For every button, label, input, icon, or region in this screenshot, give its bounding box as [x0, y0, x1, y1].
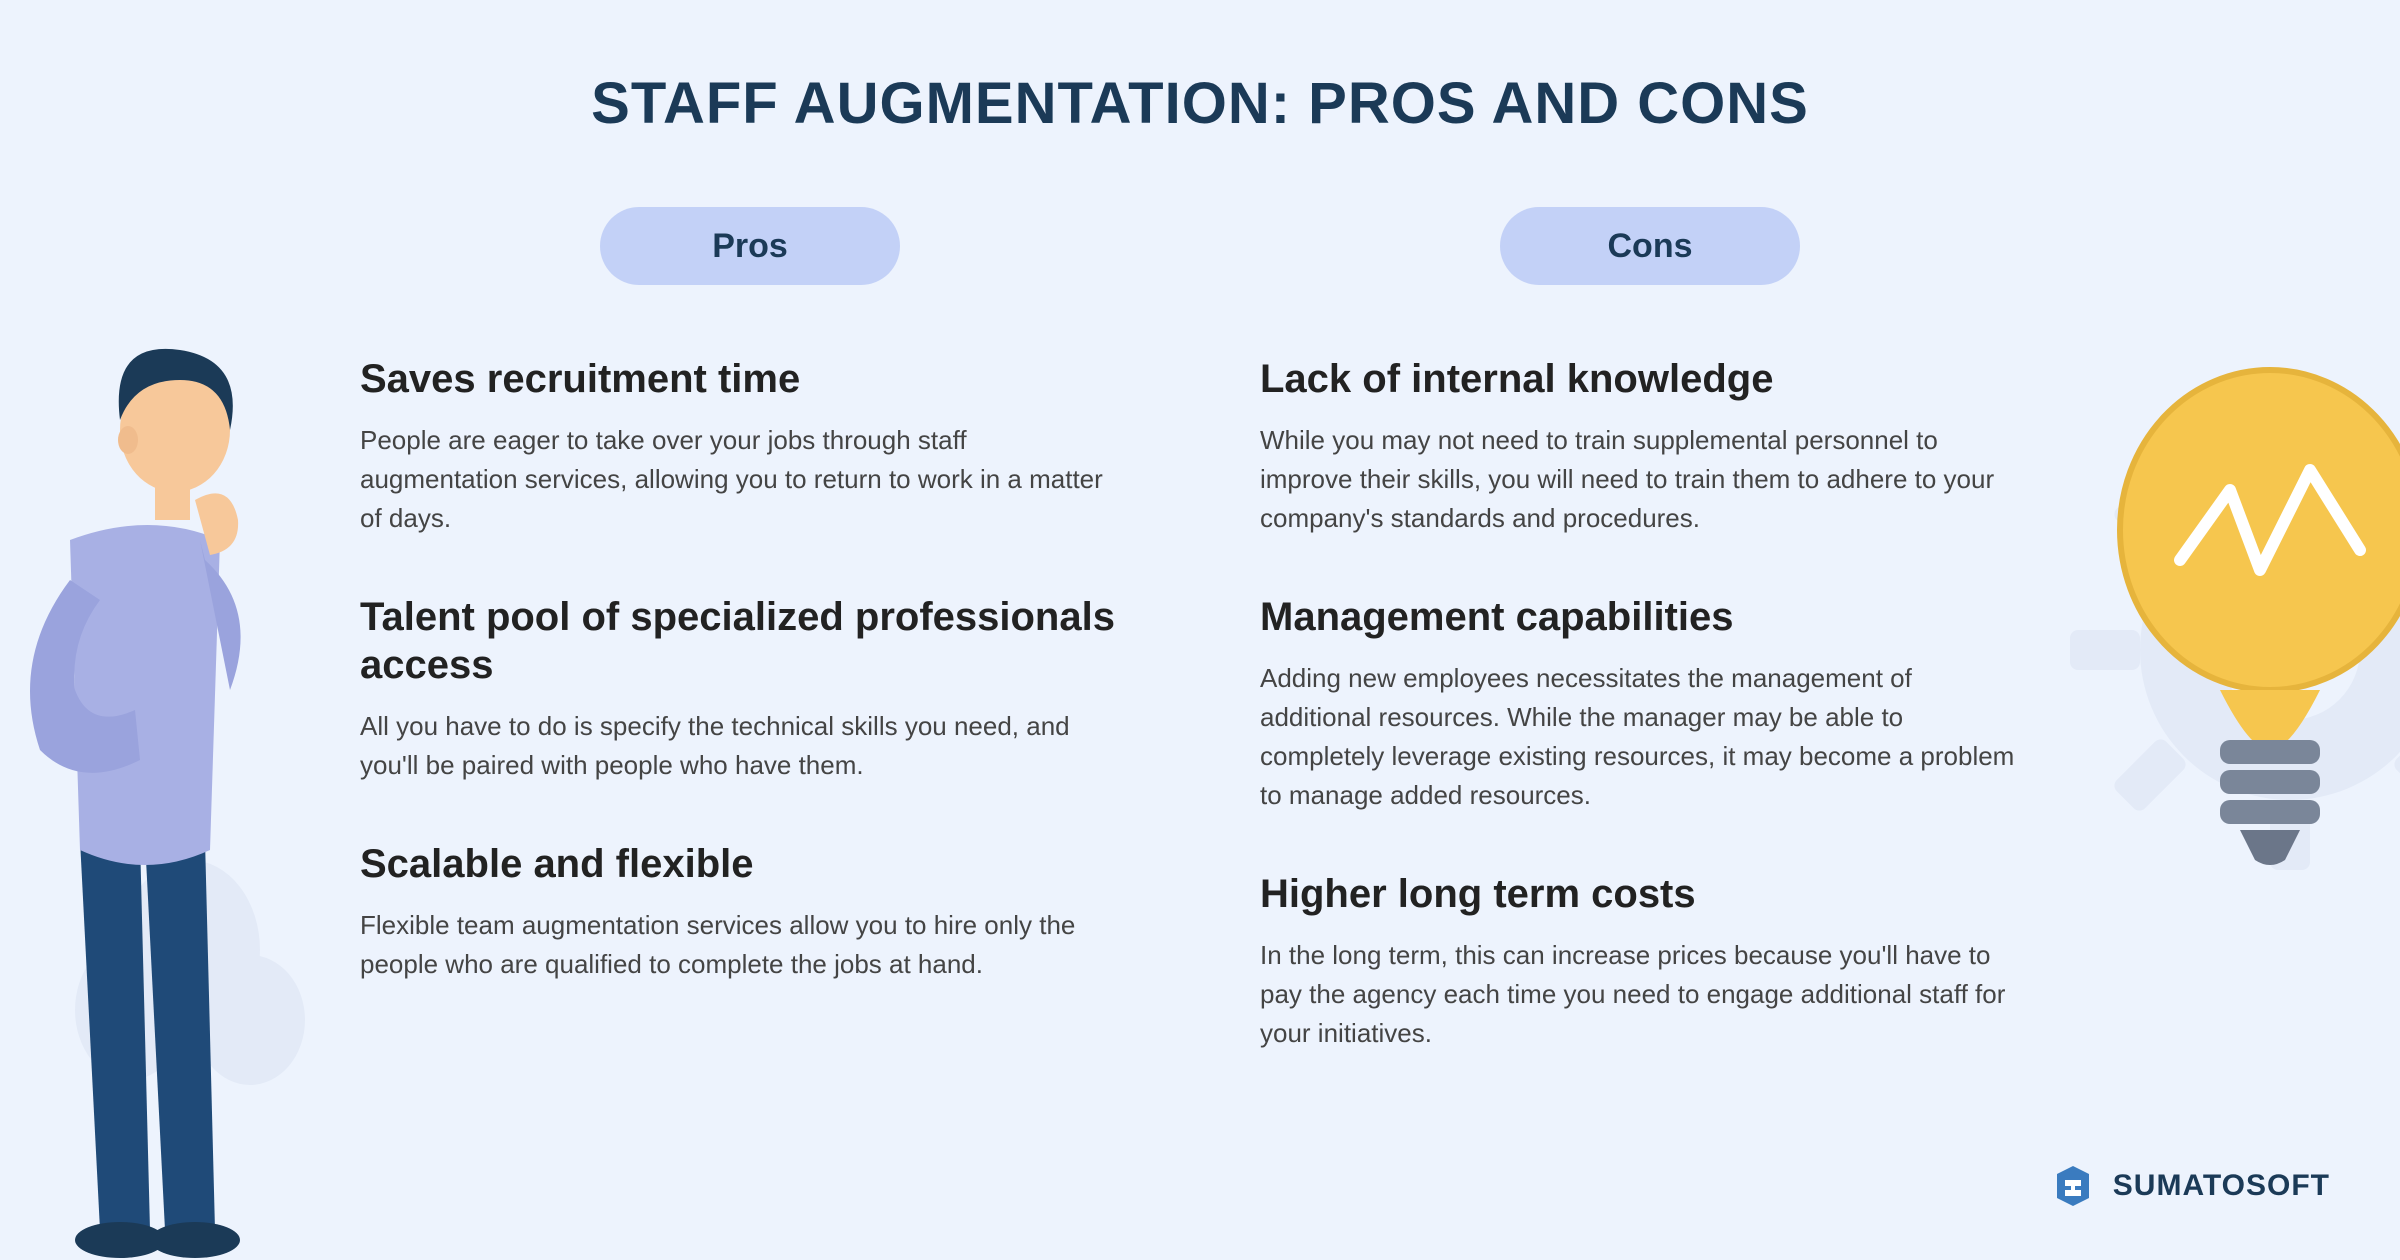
- cons-column: Cons Lack of internal knowledge While yo…: [1260, 207, 2040, 1108]
- pros-pill: Pros: [600, 207, 900, 285]
- cons-pill: Cons: [1500, 207, 1800, 285]
- cons-item-title: Higher long term costs: [1260, 870, 2040, 918]
- pros-item-title: Saves recruitment time: [360, 355, 1140, 403]
- brand-logo-icon: [2049, 1162, 2097, 1210]
- cons-item-title: Lack of internal knowledge: [1260, 355, 2040, 403]
- cons-item-body: While you may not need to train suppleme…: [1260, 421, 2020, 538]
- pros-item-title: Scalable and flexible: [360, 840, 1140, 888]
- cons-item: Higher long term costs In the long term,…: [1260, 870, 2040, 1053]
- brand-name: SUMATOSOFT: [2113, 1169, 2330, 1203]
- cons-item: Management capabilities Adding new emplo…: [1260, 593, 2040, 815]
- pros-item: Talent pool of specialized professionals…: [360, 593, 1140, 785]
- pros-item-body: Flexible team augmentation services allo…: [360, 906, 1120, 984]
- cons-item: Lack of internal knowledge While you may…: [1260, 355, 2040, 538]
- pros-column: Pros Saves recruitment time People are e…: [360, 207, 1140, 1108]
- cons-item-body: In the long term, this can increase pric…: [1260, 936, 2020, 1053]
- brand-logo: SUMATOSOFT: [2049, 1162, 2330, 1210]
- pros-item-body: All you have to do is specify the techni…: [360, 707, 1120, 785]
- pros-item-body: People are eager to take over your jobs …: [360, 421, 1120, 538]
- cons-item-body: Adding new employees necessitates the ma…: [1260, 659, 2020, 815]
- cons-item-title: Management capabilities: [1260, 593, 2040, 641]
- pros-item-title: Talent pool of specialized professionals…: [360, 593, 1140, 689]
- page-title: STAFF AUGMENTATION: PROS AND CONS: [0, 0, 2400, 137]
- pros-item: Scalable and flexible Flexible team augm…: [360, 840, 1140, 984]
- pros-item: Saves recruitment time People are eager …: [360, 355, 1140, 538]
